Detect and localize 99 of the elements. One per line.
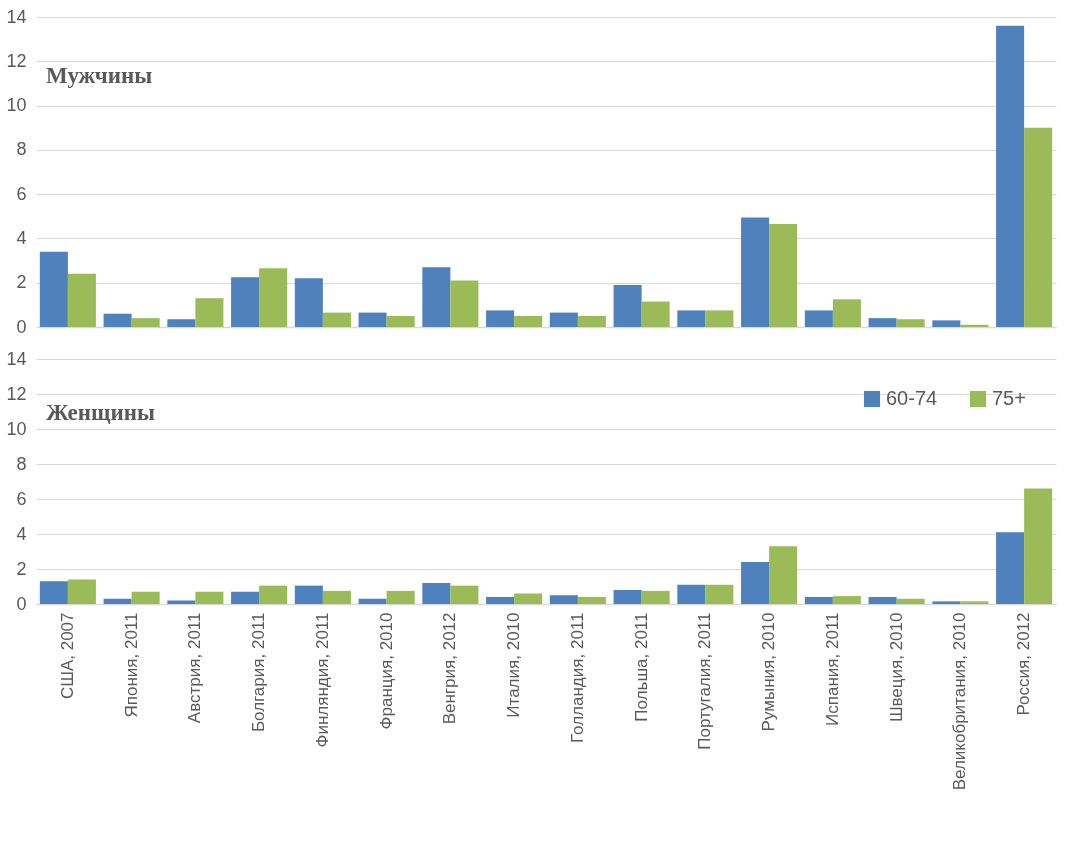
x-tick-label: Швеция, 2010 <box>886 612 906 723</box>
bar <box>577 315 606 327</box>
bar <box>450 280 479 327</box>
bar <box>832 596 861 604</box>
bar <box>195 298 224 327</box>
bar <box>705 310 734 327</box>
bar <box>39 251 68 327</box>
bar <box>677 584 706 604</box>
bar <box>804 310 833 327</box>
y-tick-label: 8 <box>16 139 27 160</box>
x-tick-label: Франция, 2010 <box>376 612 396 730</box>
bar <box>896 598 925 604</box>
x-tick-label: Испания, 2011 <box>822 612 842 726</box>
y-tick-label: 2 <box>16 558 27 579</box>
y-tick-label: 8 <box>16 453 27 474</box>
bar <box>259 268 288 327</box>
x-tick-label: Австрия, 2011 <box>185 612 205 724</box>
bar <box>67 579 96 604</box>
bar <box>960 601 989 604</box>
bar <box>422 583 451 604</box>
bar <box>641 590 670 604</box>
y-tick-label: 0 <box>16 316 27 337</box>
bar <box>1024 127 1053 327</box>
x-tick-label: Италия, 2010 <box>504 612 524 718</box>
y-tick-label: 10 <box>6 418 27 439</box>
bar <box>868 318 897 327</box>
bar <box>804 597 833 604</box>
bar <box>322 590 351 604</box>
bar <box>195 591 224 604</box>
bar <box>231 277 260 327</box>
bar <box>231 591 260 604</box>
bar <box>705 584 734 604</box>
bar <box>294 278 323 327</box>
bar <box>641 301 670 327</box>
bar <box>832 299 861 327</box>
bar <box>67 273 96 327</box>
bar <box>932 601 961 604</box>
bar <box>386 590 415 604</box>
text: Женщины <box>45 400 155 425</box>
bar <box>549 595 578 604</box>
bar <box>486 597 515 604</box>
y-tick-label: 12 <box>6 383 27 404</box>
bar <box>386 315 415 327</box>
bar <box>677 310 706 327</box>
x-tick-label: Великобритания, 2010 <box>950 612 970 791</box>
x-tick-label: Россия, 2012 <box>1014 612 1034 716</box>
bar <box>103 313 132 327</box>
bar <box>39 581 68 604</box>
y-tick-label: 14 <box>6 6 27 27</box>
bar <box>932 320 961 327</box>
legend-label: 60-74 <box>886 387 938 409</box>
legend-label: 75+ <box>992 387 1026 409</box>
bar <box>486 310 515 327</box>
bar <box>131 318 160 327</box>
y-tick-label: 14 <box>6 348 27 369</box>
bar <box>960 324 989 327</box>
x-tick-label: Румыния, 2010 <box>759 612 779 732</box>
bar <box>868 597 897 604</box>
bar <box>741 217 770 327</box>
bar <box>131 591 160 604</box>
bar <box>769 546 798 604</box>
x-tick-label: Венгрия, 2012 <box>440 612 460 725</box>
bar <box>358 312 387 327</box>
bar <box>167 319 196 327</box>
x-tick-label: Япония, 2011 <box>121 612 141 718</box>
y-tick-label: 0 <box>16 593 27 614</box>
y-tick-label: 12 <box>6 50 27 71</box>
bar <box>896 319 925 327</box>
text: Мужчины <box>45 63 153 88</box>
x-tick-label: Финляндия, 2011 <box>312 612 332 748</box>
bar <box>549 312 578 327</box>
bar <box>422 267 451 327</box>
bar <box>514 593 543 604</box>
bar <box>996 25 1025 327</box>
bar <box>769 224 798 327</box>
bar <box>322 312 351 327</box>
bar <box>450 585 479 604</box>
bar <box>103 598 132 604</box>
bar <box>259 585 288 604</box>
bar <box>1024 488 1053 604</box>
bar <box>741 562 770 604</box>
bar <box>514 315 543 327</box>
y-tick-label: 10 <box>6 95 27 116</box>
x-tick-label: Португалия, 2011 <box>695 612 715 750</box>
x-tick-label: Голландия, 2011 <box>567 612 587 743</box>
bar <box>613 284 642 327</box>
y-tick-label: 4 <box>16 227 27 248</box>
y-tick-label: 6 <box>16 488 27 509</box>
x-tick-label: Польша, 2011 <box>631 612 651 722</box>
y-tick-label: 2 <box>16 272 27 293</box>
x-tick-label: Болгария, 2011 <box>249 612 269 733</box>
x-tick-label: США, 2007 <box>57 612 77 699</box>
bar <box>613 590 642 604</box>
bar <box>358 598 387 604</box>
bar <box>577 597 606 604</box>
bar <box>996 532 1025 604</box>
y-tick-label: 6 <box>16 183 27 204</box>
bar <box>294 585 323 604</box>
y-tick-label: 4 <box>16 523 27 544</box>
